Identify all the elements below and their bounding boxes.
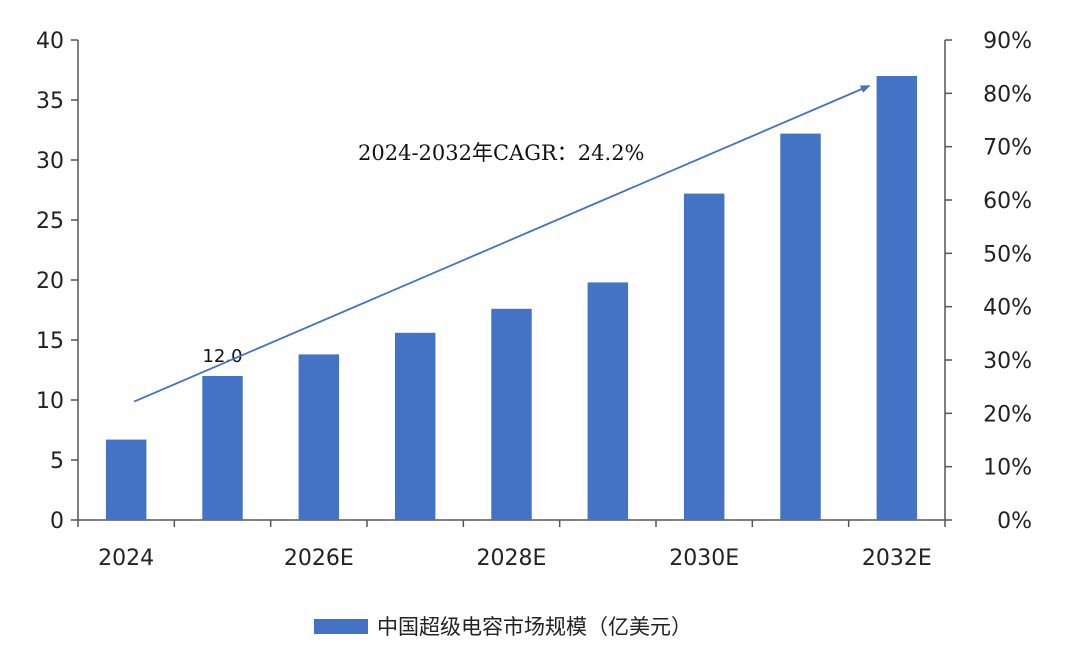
x-axis-tick-label: 2024 [98,546,154,571]
bar-2030E [683,193,725,520]
bar-2028E [491,308,532,520]
right-axis-tick-label: 30% [983,349,1032,374]
legend-label: 中国超级电容市场规模（亿美元） [377,615,692,639]
right-axis-tick-label: 40% [983,296,1032,321]
left-axis-tick-label: 40 [36,29,64,54]
legend: 中国超级电容市场规模（亿美元） [314,615,692,639]
right-axis-tick-label: 10% [983,456,1032,481]
bar-2031 [780,133,821,520]
left-axis-tick-label: 10 [36,389,64,414]
bar-2029 [587,282,629,520]
left-axis-tick-label: 5 [50,449,64,474]
left-axis-tick-label: 15 [36,329,64,354]
left-axis-tick-label: 25 [36,209,64,234]
cagr-annotation: 2024-2032年CAGR：24.2% [358,141,645,165]
x-axis-tick-label: 2026E [284,546,354,571]
right-axis-tick-label: 60% [983,189,1032,214]
right-axis-tick-label: 80% [983,82,1032,107]
right-axis-tick-label: 0% [997,509,1032,534]
x-axis-tick-label: 2030E [669,546,739,571]
left-axis-tick-label: 0 [50,509,64,534]
data-label: 12.0 [202,346,242,367]
cagr-arrow [133,85,871,403]
bar-2024 [105,439,147,520]
bar-2032E [876,76,918,520]
right-axis-tick-label: 20% [983,402,1032,427]
left-axis-tick-label: 30 [36,149,64,174]
bar-2027 [394,332,436,520]
right-axis-tick-label: 70% [983,136,1032,161]
right-axis-tick-label: 90% [983,29,1032,54]
legend-swatch [314,619,368,634]
bar-2025 [202,376,243,520]
bar-2026E [298,354,340,520]
left-axis-tick-label: 20 [36,269,64,294]
x-axis-tick-label: 2028E [477,546,547,571]
right-axis-tick-label: 50% [983,242,1032,267]
x-axis-tick-label: 2032E [862,546,932,571]
left-axis-tick-label: 35 [36,89,64,114]
